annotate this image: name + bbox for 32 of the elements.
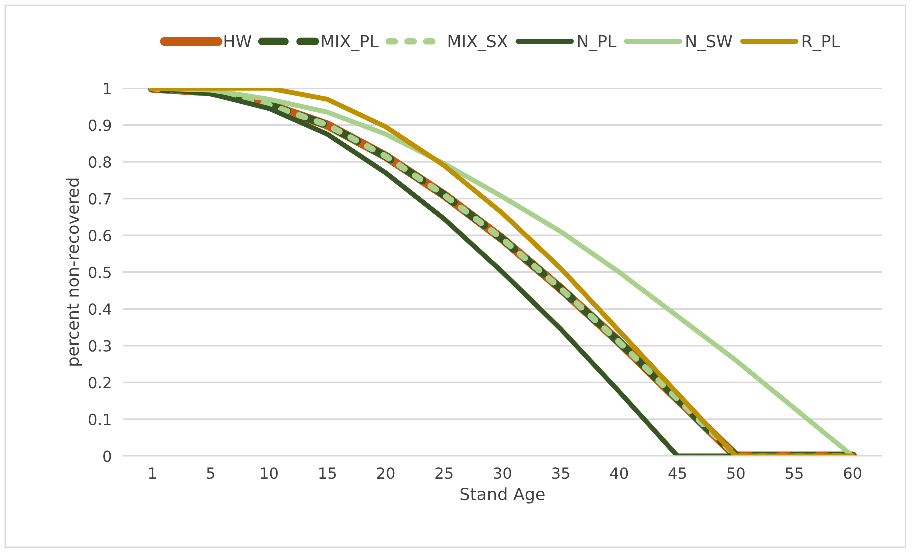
x-tick-label: 1 <box>149 468 156 479</box>
x-tick-label: 50 <box>728 468 745 480</box>
x-tick-label: 10 <box>261 468 278 480</box>
y-axis-title: percent non-recovered <box>66 178 82 366</box>
y-tick-label: 0.2 <box>88 377 111 389</box>
x-tick-label: 45 <box>668 468 686 480</box>
y-tick-label: 0.6 <box>88 230 112 242</box>
y-tick-label: 0.4 <box>88 304 112 316</box>
x-tick-label: 5 <box>207 468 214 480</box>
x-tick-label: 15 <box>320 468 336 480</box>
x-tick-label: 55 <box>786 468 803 480</box>
x-tick-label: 20 <box>377 468 395 480</box>
y-tick-label: 0.8 <box>88 156 112 168</box>
y-tick-label: 1 <box>104 83 111 94</box>
legend-label: MIX_SX <box>448 35 508 52</box>
y-tick-label: 0 <box>104 450 112 462</box>
legend-label: HW <box>224 35 252 48</box>
y-tick-label: 0.7 <box>88 193 111 205</box>
x-tick-label: 40 <box>610 468 628 480</box>
x-tick-label: 35 <box>552 468 570 480</box>
legend-label: N_SW <box>686 35 732 52</box>
y-tick-label: 0.9 <box>88 120 112 132</box>
legend-label: MIX_PL <box>322 35 379 52</box>
x-tick-label: 60 <box>844 468 862 480</box>
x-axis-title: Stand Age <box>460 488 545 504</box>
legend-label: R_PL <box>802 35 840 52</box>
y-tick-label: 0.1 <box>88 414 111 426</box>
y-tick-label: 0.3 <box>88 340 112 352</box>
y-tick-label: 0.5 <box>88 266 111 278</box>
x-tick-label: 30 <box>494 468 512 480</box>
x-tick-label: 25 <box>436 468 453 480</box>
legend-label: N_PL <box>578 35 617 52</box>
